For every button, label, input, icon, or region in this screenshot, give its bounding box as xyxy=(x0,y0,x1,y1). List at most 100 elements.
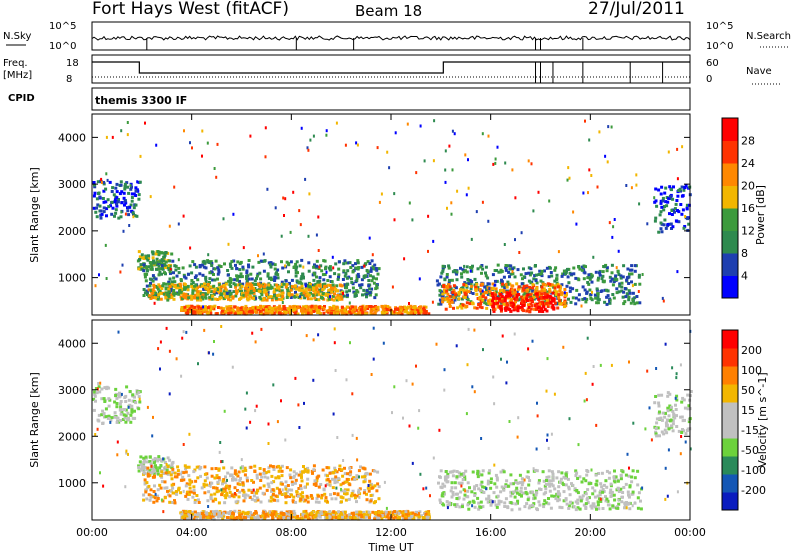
heatmap-speckle xyxy=(136,180,139,184)
heatmap-cell xyxy=(358,514,362,518)
heatmap-speckle xyxy=(683,186,686,190)
heatmap-cell xyxy=(663,205,666,208)
heatmap-cell xyxy=(439,501,443,504)
heatmap-cell xyxy=(262,471,266,475)
heatmap-cell xyxy=(198,272,202,276)
heatmap-cell xyxy=(173,264,177,268)
heatmap-cell xyxy=(397,515,401,519)
heatmap-cell xyxy=(127,191,131,195)
heatmap-cell xyxy=(241,267,245,271)
heatmap-cell xyxy=(151,250,155,254)
heatmap-cell xyxy=(664,200,668,204)
heatmap-speckle xyxy=(264,126,267,130)
heatmap-cell xyxy=(284,310,288,314)
heatmap-cell xyxy=(170,283,174,287)
heatmap-cell xyxy=(509,501,513,505)
heatmap-cell xyxy=(316,308,320,312)
heatmap-cell xyxy=(291,285,294,289)
heatmap-cell xyxy=(298,286,302,290)
heatmap-cell xyxy=(216,277,219,281)
heatmap-cell xyxy=(164,251,168,254)
heatmap-cell xyxy=(276,297,280,301)
heatmap-cell xyxy=(215,288,219,291)
heatmap-cell xyxy=(150,470,154,474)
heatmap-cell xyxy=(151,279,155,283)
heatmap-cell xyxy=(320,496,324,500)
heatmap-cell xyxy=(572,272,576,276)
heatmap-speckle xyxy=(201,129,204,133)
heatmap-cell xyxy=(147,288,151,292)
heatmap-cell xyxy=(604,479,608,483)
heatmap-cell xyxy=(398,310,402,314)
heatmap-cell xyxy=(452,469,456,473)
heatmap-cell xyxy=(322,259,326,263)
heatmap-cell xyxy=(331,486,335,490)
heatmap-speckle xyxy=(418,277,421,281)
heatmap-speckle xyxy=(625,184,628,187)
heatmap-cell xyxy=(572,266,576,270)
date-label: 27/Jul/2011 xyxy=(588,0,685,19)
heatmap-cell xyxy=(671,225,675,229)
heatmap-cell xyxy=(675,199,679,202)
heatmap-cell xyxy=(230,494,234,498)
heatmap-cell xyxy=(170,477,174,481)
heatmap-cell xyxy=(581,285,585,289)
heatmap-speckle xyxy=(419,124,422,128)
heatmap-cell xyxy=(204,283,208,287)
heatmap-cell xyxy=(655,204,659,208)
heatmap-cell xyxy=(244,469,248,472)
heatmap-cell xyxy=(557,498,561,502)
heatmap-cell xyxy=(310,496,314,500)
heatmap-speckle xyxy=(539,302,542,306)
heatmap-cell xyxy=(582,477,586,481)
heatmap-cell xyxy=(568,289,572,293)
heatmap-cell xyxy=(306,294,309,298)
heatmap-cell xyxy=(384,515,388,519)
heatmap-cell xyxy=(301,307,305,311)
heatmap-cell xyxy=(479,292,483,296)
heatmap-cell xyxy=(233,486,237,490)
heatmap-cell xyxy=(305,494,309,498)
heatmap-cell xyxy=(618,284,622,288)
heatmap-cell xyxy=(250,491,254,494)
heatmap-cell xyxy=(509,309,513,313)
heatmap-cell xyxy=(251,305,255,309)
heatmap-cell xyxy=(125,181,129,185)
heatmap-cell xyxy=(209,311,213,315)
heatmap-cell xyxy=(529,267,533,271)
heatmap-cell xyxy=(470,280,474,284)
heatmap-cell xyxy=(175,286,179,290)
heatmap-cell xyxy=(195,494,199,497)
heatmap-cell xyxy=(145,266,149,270)
heatmap-cell xyxy=(583,271,587,275)
heatmap-cell xyxy=(220,309,224,313)
heatmap-cell xyxy=(334,516,338,519)
heatmap-cell xyxy=(424,512,428,516)
heatmap-cell xyxy=(459,472,463,476)
heatmap-cell xyxy=(340,514,344,517)
heatmap-cell xyxy=(336,476,340,480)
heatmap-cell xyxy=(373,484,377,488)
heatmap-cell xyxy=(343,307,347,311)
heatmap-cell xyxy=(522,267,525,271)
heatmap-cell xyxy=(680,194,684,198)
heatmap-cell xyxy=(502,290,506,294)
heatmap-cell xyxy=(238,288,241,292)
heatmap-cell xyxy=(210,474,214,478)
heatmap-cell xyxy=(378,514,382,518)
heatmap-cell xyxy=(585,290,589,294)
heatmap-speckle xyxy=(575,222,578,226)
heatmap-cell xyxy=(242,295,246,299)
heatmap-cell xyxy=(138,400,142,404)
heatmap-cell xyxy=(673,207,677,211)
heatmap-cell xyxy=(612,493,616,497)
heatmap-cell xyxy=(211,278,215,282)
heatmap-cell xyxy=(513,304,517,308)
heatmap-cell xyxy=(293,311,297,315)
heatmap-cell xyxy=(190,304,194,308)
heatmap-cell xyxy=(626,267,630,271)
heatmap-cell xyxy=(306,292,310,296)
heatmap-cell xyxy=(592,502,596,506)
heatmap-cell xyxy=(395,307,399,311)
heatmap-cell xyxy=(557,297,561,301)
